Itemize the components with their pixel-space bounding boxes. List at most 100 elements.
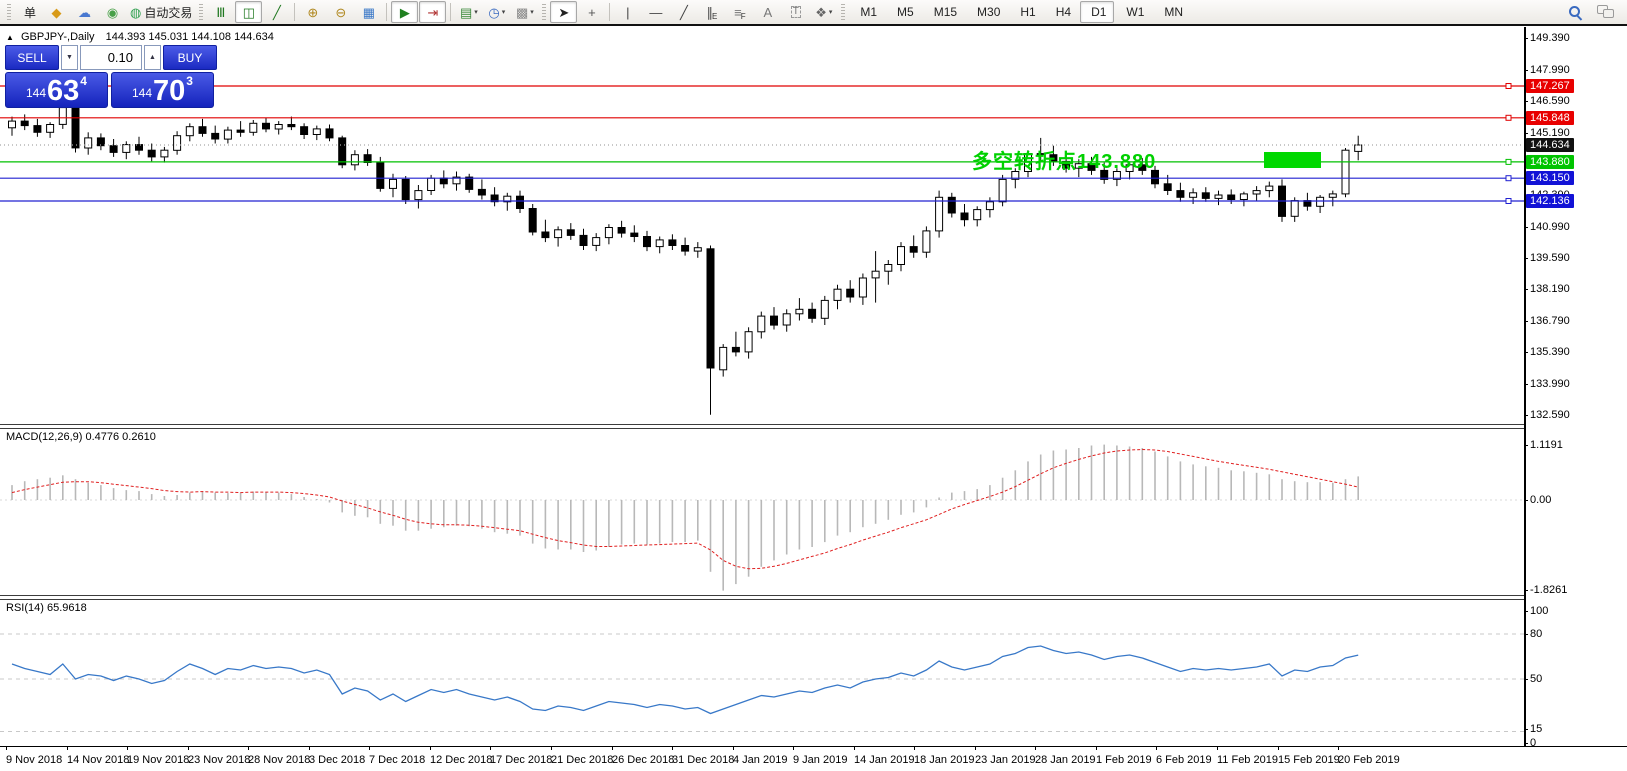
date-tick [551,746,552,750]
rsi-indicator-chart [0,633,1524,732]
price-tick-135.390: 135.390 [1524,346,1570,358]
text-label-icon[interactable]: T [782,1,809,23]
search-icon[interactable] [1568,5,1583,20]
indicators-button-glyph: ▤ [459,4,473,20]
new-order-button[interactable]: 单 [15,1,42,23]
volume-input[interactable]: 0.10 [80,45,142,70]
arrows-icon[interactable]: ❖ ▾ [810,1,837,23]
date-tick [1035,746,1036,750]
timeframe-h4-button[interactable]: H4 [1045,1,1079,23]
icon-sub-letter: F [740,11,746,21]
toolbar-button-label: W1 [1126,5,1145,19]
date-label: 14 Jan 2019 [854,754,915,766]
vertical-line-icon[interactable]: | [614,1,641,23]
signals-icon-glyph: ◉ [106,4,119,20]
date-tick [1217,746,1218,750]
chat-icon[interactable] [1597,5,1615,19]
date-label: 23 Nov 2018 [188,754,251,766]
date-tick [369,746,370,750]
collapse-panel-icon[interactable]: ▲ [6,33,14,42]
sell-price-button[interactable]: 144 63 4 [5,72,108,108]
horizontal-line-icon[interactable]: — [642,1,669,23]
chart-shift-icon[interactable]: ⇥ [419,1,447,23]
candlestick-chart-icon[interactable]: ◫ [235,1,263,23]
buy-button[interactable]: BUY [163,45,217,70]
auto-scroll-icon[interactable]: ▶ [391,1,419,23]
timeframe-mn-button[interactable]: MN [1153,1,1191,23]
timeframe-h1-button[interactable]: H1 [1009,1,1043,23]
autotrading-button[interactable]: ◍ 自动交易 [127,1,195,23]
templates-button-glyph: ▩ [515,4,529,20]
volume-increase-button[interactable]: ▲ [144,45,161,70]
fibonacci-icon[interactable]: ≡ F [726,1,753,23]
horizontal-level-lines[interactable] [0,83,1524,204]
price-tick-140.990: 140.990 [1524,221,1570,233]
buy-price-big: 70 [153,75,186,108]
timeframe-m30-button[interactable]: M30 [966,1,1008,23]
bar-chart-icon-glyph: Ⅲ [216,4,226,20]
line-chart-icon[interactable]: ╱ [263,1,290,23]
date-label: 12 Dec 2018 [430,754,493,766]
window-separator-macd[interactable] [0,424,1524,429]
price-axis[interactable]: 149.390147.990146.590145.190143.790142.3… [1523,27,1627,749]
tile-windows-icon[interactable]: ▦ [355,1,382,23]
date-label: 23 Jan 2019 [975,754,1036,766]
signals-icon[interactable]: ◉ [99,1,126,23]
community-icon[interactable]: ☁ [71,1,98,23]
timeframe-m15-button[interactable]: M15 [923,1,965,23]
date-label: 18 Jan 2019 [914,754,975,766]
toolbar-grip [199,4,204,20]
date-tick [672,746,673,750]
date-label: 26 Dec 2018 [612,754,675,766]
trendline-icon[interactable]: ╱ [670,1,697,23]
symbol-period-label: GBPJPY-,Daily [20,31,95,43]
crosshair-icon-glyph: + [588,4,596,20]
macd-axis--1.8261: -1.8261 [1523,584,1568,596]
sell-button[interactable]: SELL [5,45,59,70]
timeframe-m5-button[interactable]: M5 [886,1,922,23]
buy-price-button[interactable]: 144 70 3 [111,72,214,108]
toolbar-sep [294,3,296,21]
date-tick [67,746,68,750]
sell-price-pip: 4 [80,74,87,88]
pivot-annotation-text: 多空转折点143.880 [972,151,1157,173]
equidistant-channel-icon[interactable]: ∥ E [698,1,725,23]
date-tick [430,746,431,750]
text-icon[interactable]: A [754,1,781,23]
date-label: 6 Feb 2019 [1156,754,1212,766]
indicators-button[interactable]: ▤ ▾ [455,1,482,23]
bar-chart-icon[interactable]: Ⅲ [207,1,234,23]
timeframe-d1-button[interactable]: D1 [1080,1,1115,23]
price-tick-133.990: 133.990 [1524,378,1570,390]
chevron-down-icon: ▾ [530,9,534,16]
window-separator-rsi[interactable] [0,595,1524,600]
time-axis[interactable]: 9 Nov 2018 14 Nov 2018 19 Nov 2018 23 Nov 2… [0,746,1627,771]
volume-decrease-button[interactable]: ▼ [61,45,78,70]
chevron-down-icon: ▾ [828,9,833,16]
price-label-144.634: 144.634 [1526,138,1574,152]
date-tick [975,746,976,750]
periods-button[interactable]: ◷ ▾ [483,1,510,23]
macd-axis-0.00: 0.00 [1523,494,1552,506]
templates-button[interactable]: ▩ ▾ [511,1,538,23]
chart-title: ▲ GBPJPY-,Daily 144.393 145.031 144.108 … [6,31,274,43]
date-tick [854,746,855,750]
rsi-axis-80: 80 [1523,628,1543,640]
zoom-out-icon[interactable]: ⊖ [327,1,354,23]
timeframe-w1-button[interactable]: W1 [1115,1,1152,23]
market-icon-glyph: ◆ [51,4,62,20]
line-chart-icon-glyph: ╱ [272,4,281,20]
crosshair-icon[interactable]: + [578,1,605,23]
date-tick [1338,746,1339,750]
zoom-in-icon[interactable]: ⊕ [299,1,326,23]
sell-price-big: 63 [47,75,80,108]
toolbar-button-label: D1 [1091,5,1107,19]
trendline-icon-glyph: ╱ [679,4,688,20]
cursor-icon[interactable]: ➤ [550,1,578,23]
toolbar-grip [841,4,846,20]
market-icon[interactable]: ◆ [43,1,70,23]
candlestick-series [8,104,1363,415]
timeframe-m1-button[interactable]: M1 [849,1,885,23]
price-tick-147.990: 147.990 [1524,64,1570,76]
date-tick [793,746,794,750]
